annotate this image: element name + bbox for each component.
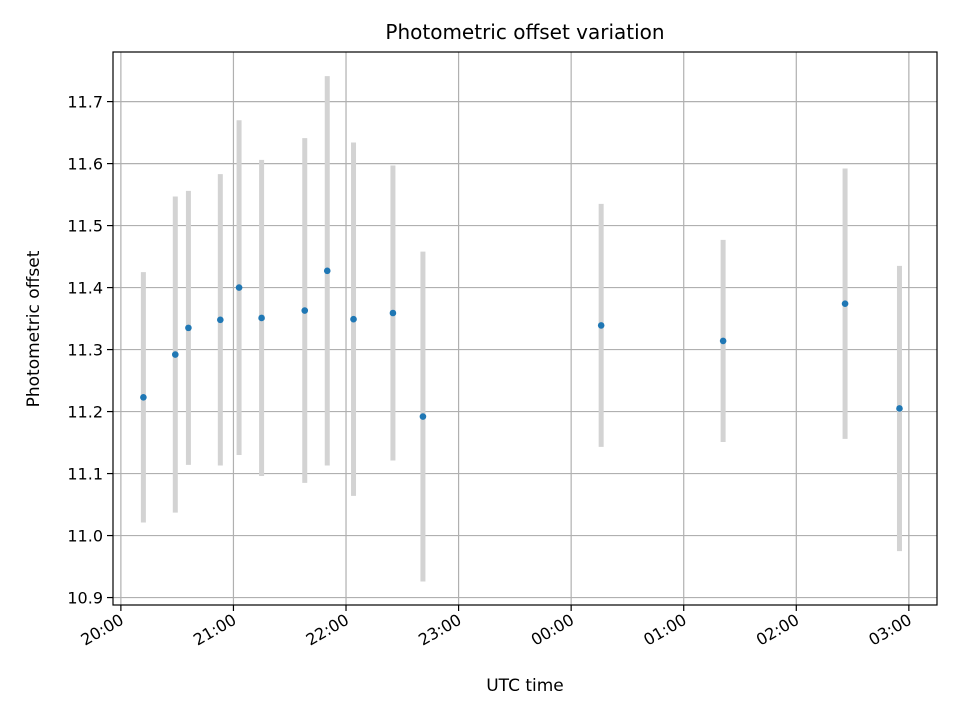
y-tick-label: 11.6 [67,155,103,174]
data-point [185,324,192,332]
data-point [301,307,309,314]
y-tick-label: 11.0 [67,527,103,546]
data-point [597,322,605,329]
y-tick-label: 11.7 [67,93,103,112]
data-point [719,337,727,345]
y-tick-label: 11.1 [67,465,103,484]
data-point [841,300,849,308]
grid [113,52,937,605]
y-tick-label: 11.3 [67,341,103,360]
x-axis: 20:00 21:00 22:00 23:00 00:00 01:00 02:00 03:00 [77,605,915,650]
error-bars [140,76,902,582]
y-tick-label: 11.5 [67,217,103,236]
x-tick-label: 23:00 [415,610,464,650]
y-axis-label: Photometric offset [24,250,44,407]
data-point [389,309,397,317]
data-point [350,315,357,323]
y-tick-label: 11.4 [67,279,103,298]
data-point [258,314,265,322]
x-tick-label: 02:00 [753,610,802,650]
data-point [140,394,147,401]
plot-frame [112,51,938,606]
x-tick-label: 20:00 [77,610,126,650]
x-axis-label: UTC time [486,676,564,696]
data-point [323,267,331,275]
chart-title: Photometric offset variation [385,20,664,44]
data-point [217,316,224,324]
y-axis: 10.9 11.0 11.1 11.2 11.3 11.4 11.5 11.6 11.7 [67,93,113,608]
data-points [140,267,903,420]
x-tick-label: 00:00 [528,610,577,650]
x-tick-label: 01:00 [640,610,689,650]
x-tick-label: 22:00 [303,610,352,650]
data-point [419,413,427,420]
x-tick-label: 03:00 [865,610,914,650]
y-tick-label: 10.9 [67,589,103,608]
data-point [171,351,179,358]
data-point [235,284,243,291]
y-tick-label: 11.2 [67,403,103,422]
data-point [896,405,903,412]
x-tick-label: 21:00 [190,610,239,650]
